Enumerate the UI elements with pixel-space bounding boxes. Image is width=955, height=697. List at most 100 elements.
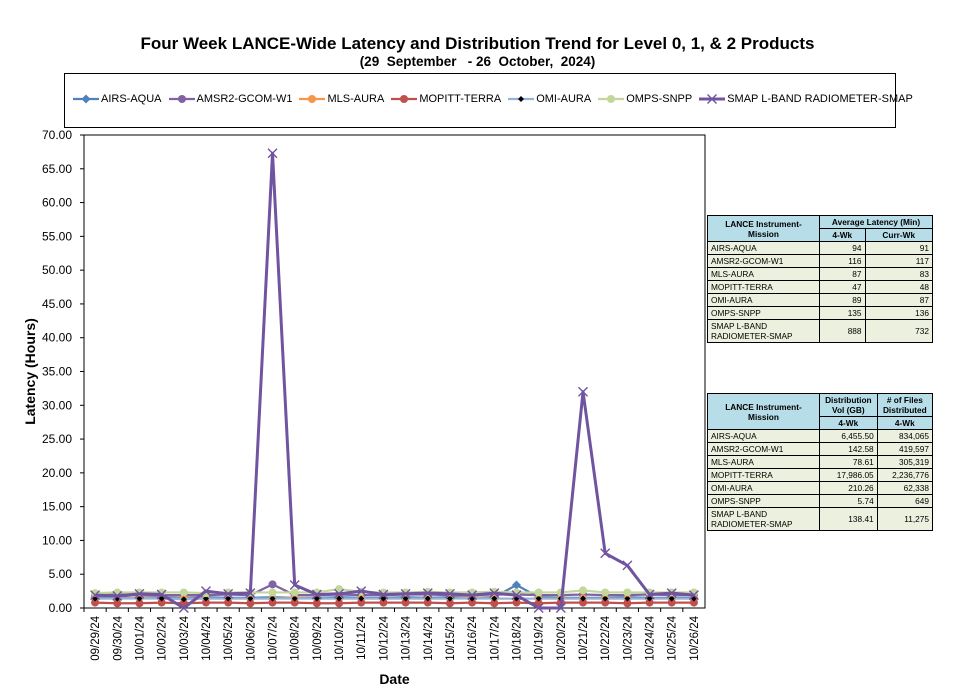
latency-cell-name: SMAP L-BAND RADIOMETER-SMAP: [707, 319, 820, 343]
legend-swatch-marker: [81, 94, 91, 104]
data-point-omps-snpp: [290, 588, 299, 597]
legend-swatch-marker: [518, 96, 525, 102]
x-tick-label: 10/06/24: [245, 615, 257, 660]
data-point-mopitt-terra: [224, 598, 233, 607]
x-tick-label: 10/02/24: [157, 615, 169, 660]
legend-item-smap-l-band-radiometer-smap: SMAP L-BAND RADIOMETER-SMAP: [699, 93, 913, 105]
data-point-omi-aura: [202, 595, 209, 602]
data-point-mopitt-terra: [290, 598, 299, 607]
latency-row: OMPS-SNPP 135 136: [707, 306, 934, 320]
distribution-row: OMPS-SNPP 5.74 649: [707, 494, 934, 508]
data-point-smap-l-band-radiometer-smap: [600, 548, 611, 559]
distribution-cell-name: SMAP L-BAND RADIOMETER-SMAP: [707, 507, 820, 531]
data-point-omi-aura: [668, 595, 675, 602]
x-tick-label: 10/12/24: [378, 615, 390, 660]
distribution-cell-name: AIRS-AQUA: [707, 429, 820, 443]
data-point-smap-l-band-radiometer-smap: [511, 590, 522, 601]
series-line-omps-snpp: [95, 587, 694, 595]
data-point-omps-snpp: [579, 586, 588, 595]
distribution-cell-col2: 11,275: [876, 507, 934, 531]
data-point-mopitt-terra: [379, 598, 388, 607]
data-point-smap-l-band-radiometer-smap: [178, 603, 189, 613]
legend-swatch: [299, 95, 326, 103]
data-point-smap-l-band-radiometer-smap: [267, 148, 278, 159]
data-point-smap-l-band-radiometer-smap: [467, 590, 478, 601]
y-tick-label: 5.00: [49, 567, 73, 581]
legend-items: AIRS-AQUA AMSR2-GCOM-W1 MLS-AURA MOPITT-TER…: [73, 93, 920, 105]
distribution-cell-col1: 17,986.05: [819, 468, 878, 482]
distribution-row: AIRS-AQUA 6,455.50 834,065: [707, 429, 934, 443]
x-tick-label: 10/07/24: [268, 615, 280, 660]
distribution-cell-name: OMI-AURA: [707, 481, 820, 495]
data-point-omi-aura: [291, 595, 298, 602]
distribution-cell-name: AMSR2-GCOM-W1: [707, 442, 820, 456]
latency-cell-col1: 135: [819, 306, 866, 320]
latency-row: MLS-AURA 87 83: [707, 267, 934, 281]
distribution-cell-col1: 142.58: [819, 442, 878, 456]
data-point-smap-l-band-radiometer-smap: [400, 588, 411, 599]
data-point-mopitt-terra: [423, 598, 432, 607]
x-tick-label: 10/04/24: [201, 615, 213, 660]
x-tick-label: 09/29/24: [90, 615, 102, 660]
data-point-smap-l-band-radiometer-smap: [688, 590, 699, 601]
latency-cell-col1: 89: [819, 293, 866, 307]
y-axis-label: Latency (Hours): [22, 318, 38, 425]
data-point-mopitt-terra: [91, 598, 100, 607]
data-point-smap-l-band-radiometer-smap: [533, 603, 544, 613]
x-tick-label: 10/05/24: [223, 615, 235, 660]
x-tick-label: 10/17/24: [489, 615, 501, 660]
latency-row: MOPITT-TERRA 47 48: [707, 280, 934, 294]
latency-header-avg: Average Latency (Min): [819, 215, 933, 229]
dist-header-files: # of Files Distributed: [876, 393, 934, 417]
legend-swatch: [73, 94, 99, 104]
data-point-mopitt-terra: [512, 598, 521, 607]
distribution-cell-col2: 2,236,776: [876, 468, 934, 482]
legend-item-amsr2-gcom-w1: AMSR2-GCOM-W1: [168, 93, 292, 105]
data-point-omi-aura: [247, 595, 254, 602]
data-point-smap-l-band-radiometer-smap: [444, 588, 455, 599]
data-point-mopitt-terra: [113, 599, 122, 608]
data-point-mopitt-terra: [201, 598, 210, 607]
data-point-omi-aura: [491, 595, 498, 602]
latency-cell-name: OMI-AURA: [707, 293, 820, 307]
data-point-omps-snpp: [601, 588, 610, 597]
series-line-mopitt-terra: [95, 601, 694, 605]
data-point-smap-l-band-radiometer-smap: [578, 386, 589, 397]
data-point-smap-l-band-radiometer-smap: [156, 589, 167, 600]
x-tick-label: 10/11/24: [356, 615, 368, 660]
distribution-table-body: AIRS-AQUA 6,455.50 834,065 AMSR2-GCOM-W1 142…: [707, 429, 934, 531]
x-tick-label: 10/01/24: [134, 615, 146, 660]
data-point-mopitt-terra: [579, 598, 588, 607]
legend-swatch-marker: [707, 94, 718, 104]
legend-item-omi-aura: OMI-AURA: [508, 93, 591, 105]
data-point-mopitt-terra: [157, 598, 166, 607]
data-point-omi-aura: [446, 595, 453, 602]
latency-cell-name: MLS-AURA: [707, 267, 820, 281]
dist-col-4wk-a: 4-Wk: [819, 416, 878, 430]
x-tick-label: 10/18/24: [511, 615, 523, 660]
latency-cell-col1: 47: [819, 280, 866, 294]
x-tick-label: 10/19/24: [534, 615, 546, 660]
x-tick-label: 09/30/24: [112, 615, 124, 660]
data-point-omi-aura: [358, 595, 365, 602]
latency-table-body: AIRS-AQUA 94 91 AMSR2-GCOM-W1 116 117 MLS-AURA…: [707, 241, 934, 343]
data-point-smap-l-band-radiometer-smap: [134, 588, 145, 599]
distribution-cell-col1: 138.41: [819, 507, 878, 531]
y-tick-label: 10.00: [42, 533, 72, 547]
y-tick-label: 65.00: [42, 162, 72, 176]
distribution-cell-col1: 210.26: [819, 481, 878, 495]
latency-row: SMAP L-BAND RADIOMETER-SMAP 888 732: [707, 319, 934, 343]
y-tick-label: 30.00: [42, 398, 72, 412]
legend-swatch: [699, 94, 726, 104]
latency-cell-name: MOPITT-TERRA: [707, 280, 820, 294]
legend-swatch-marker: [607, 95, 616, 103]
latency-cell-col2: 83: [864, 267, 934, 281]
data-point-smap-l-band-radiometer-smap: [622, 560, 633, 571]
x-tick-label: 10/09/24: [312, 615, 324, 660]
latency-cell-col2: 732: [864, 319, 934, 343]
latency-cell-name: AIRS-AQUA: [707, 241, 820, 255]
y-tick-label: 60.00: [42, 196, 72, 210]
y-tick-label: 15.00: [42, 500, 72, 514]
data-point-smap-l-band-radiometer-smap: [112, 590, 123, 601]
